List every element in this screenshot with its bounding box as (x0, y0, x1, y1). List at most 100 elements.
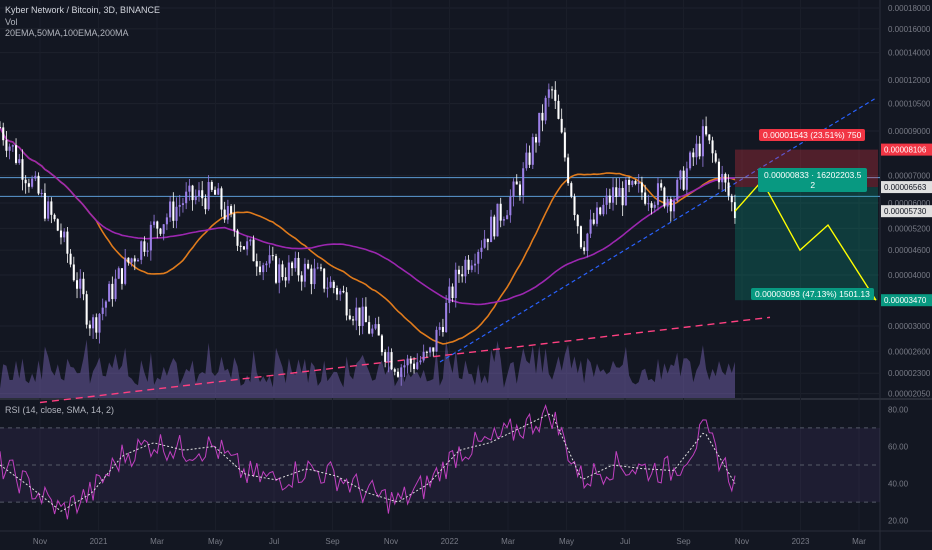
candle-body-169 (541, 112, 544, 121)
candle-body-84 (268, 255, 271, 264)
candle-body-139 (445, 302, 448, 333)
projected-path (734, 179, 877, 301)
price-tick-label-11: 0.00003000 (888, 322, 931, 331)
candle-body-92 (294, 257, 297, 269)
candle-body-6 (18, 159, 21, 163)
candle-body-3 (8, 146, 11, 151)
candle-body-10 (31, 178, 34, 187)
marked-price-box-2 (881, 205, 932, 218)
entry-label: 0.00000833 · 16202203.5 2 (758, 168, 868, 192)
candle-body-120 (384, 352, 387, 362)
stop-loss-label: 0.00001543 (23.51%) 750 (759, 129, 866, 141)
candle-body-125 (400, 367, 403, 377)
candle-body-28 (88, 324, 91, 329)
time-label-7: 2022 (441, 537, 459, 546)
candle-body-163 (522, 168, 525, 196)
price-tick-label-10: 0.00004000 (888, 271, 931, 280)
candle-body-201 (644, 192, 647, 204)
candle-body-35 (111, 283, 114, 300)
rsi-legend[interactable]: RSI (14, close, SMA, 14, 2) (5, 405, 115, 415)
candle-body-90 (287, 262, 290, 281)
candle-body-132 (422, 351, 425, 361)
price-tick-label-13: 0.00002300 (888, 369, 931, 378)
symbol-title[interactable]: Kyber Network / Bitcoin, 3D, BINANCE (5, 5, 161, 15)
candle-body-119 (380, 335, 383, 353)
candle-body-222 (711, 140, 714, 154)
candle-body-221 (708, 134, 711, 141)
candle-body-25 (79, 278, 82, 289)
candle-body-102 (326, 287, 329, 289)
time-label-10: Jul (620, 537, 630, 546)
candle-body-204 (653, 204, 656, 208)
time-label-14: Mar (852, 537, 866, 546)
candle-body-114 (364, 306, 367, 323)
candle-body-31 (98, 313, 101, 333)
candle-body-217 (695, 143, 698, 158)
candle-body-9 (27, 183, 30, 187)
candle-body-116 (371, 328, 374, 334)
candle-body-123 (393, 369, 396, 372)
candle-body-55 (175, 206, 178, 221)
candle-body-209 (669, 198, 672, 212)
candle-body-91 (291, 262, 294, 269)
candle-body-46 (146, 250, 149, 252)
ma-legend[interactable]: 20EMA,50MA,100EMA,200MA (5, 28, 129, 38)
candle-body-148 (473, 263, 477, 266)
candle-body-105 (335, 288, 339, 295)
candle-body-58 (185, 191, 188, 204)
candle-body-54 (172, 201, 175, 221)
time-label-5: Sep (325, 537, 340, 546)
rsi-tick-label-1: 60.00 (888, 442, 909, 451)
candle-body-211 (676, 179, 679, 201)
candle-body-22 (69, 253, 72, 265)
candle-body-4 (11, 145, 14, 147)
candle-body-171 (547, 89, 550, 98)
candle-body-138 (441, 327, 444, 333)
candle-body-0 (0, 127, 2, 129)
candle-body-155 (496, 203, 499, 237)
candle-body-165 (528, 152, 531, 165)
candle-body-189 (605, 195, 608, 205)
candle-body-41 (130, 258, 133, 263)
candle-body-94 (300, 275, 303, 282)
candle-body-85 (271, 255, 274, 257)
time-label-3: May (208, 537, 223, 546)
candle-body-144 (461, 274, 464, 277)
candle-body-164 (525, 152, 528, 169)
price-tick-label-8: 0.00005200 (888, 224, 931, 233)
candle-body-225 (721, 173, 724, 183)
candle-body-1 (2, 127, 5, 141)
time-label-1: 2021 (90, 537, 108, 546)
candle-body-16 (50, 201, 53, 215)
candle-body-173 (554, 89, 557, 101)
candle-body-195 (624, 179, 627, 206)
take-profit-label: 0.00003093 (47.13%) 1501.13 (751, 288, 874, 300)
candle-body-47 (149, 224, 152, 251)
candle-body-210 (672, 200, 676, 212)
price-tick-label-12: 0.00002600 (888, 347, 931, 356)
candle-body-79 (252, 239, 255, 262)
candle-body-135 (432, 347, 435, 352)
volume-legend[interactable]: Vol (5, 17, 18, 27)
candle-body-24 (75, 280, 79, 289)
candle-body-96 (307, 263, 310, 269)
ma-line (0, 127, 736, 306)
time-label-13: 2023 (792, 537, 810, 546)
support-trendline (39, 316, 771, 404)
candle-body-170 (544, 97, 547, 121)
candle-body-152 (486, 238, 489, 243)
candle-body-100 (319, 267, 322, 269)
candle-body-118 (377, 324, 380, 336)
marked-price-label-1: 0.00006563 (884, 183, 927, 192)
candle-body-154 (493, 216, 496, 237)
candle-body-19 (59, 230, 63, 238)
candle-body-212 (679, 170, 682, 180)
candle-body-20 (63, 231, 66, 238)
candle-body-153 (490, 216, 493, 243)
candle-body-121 (387, 352, 390, 362)
candle-body-141 (451, 286, 454, 299)
candle-body-57 (181, 203, 184, 205)
candle-body-196 (628, 179, 631, 185)
